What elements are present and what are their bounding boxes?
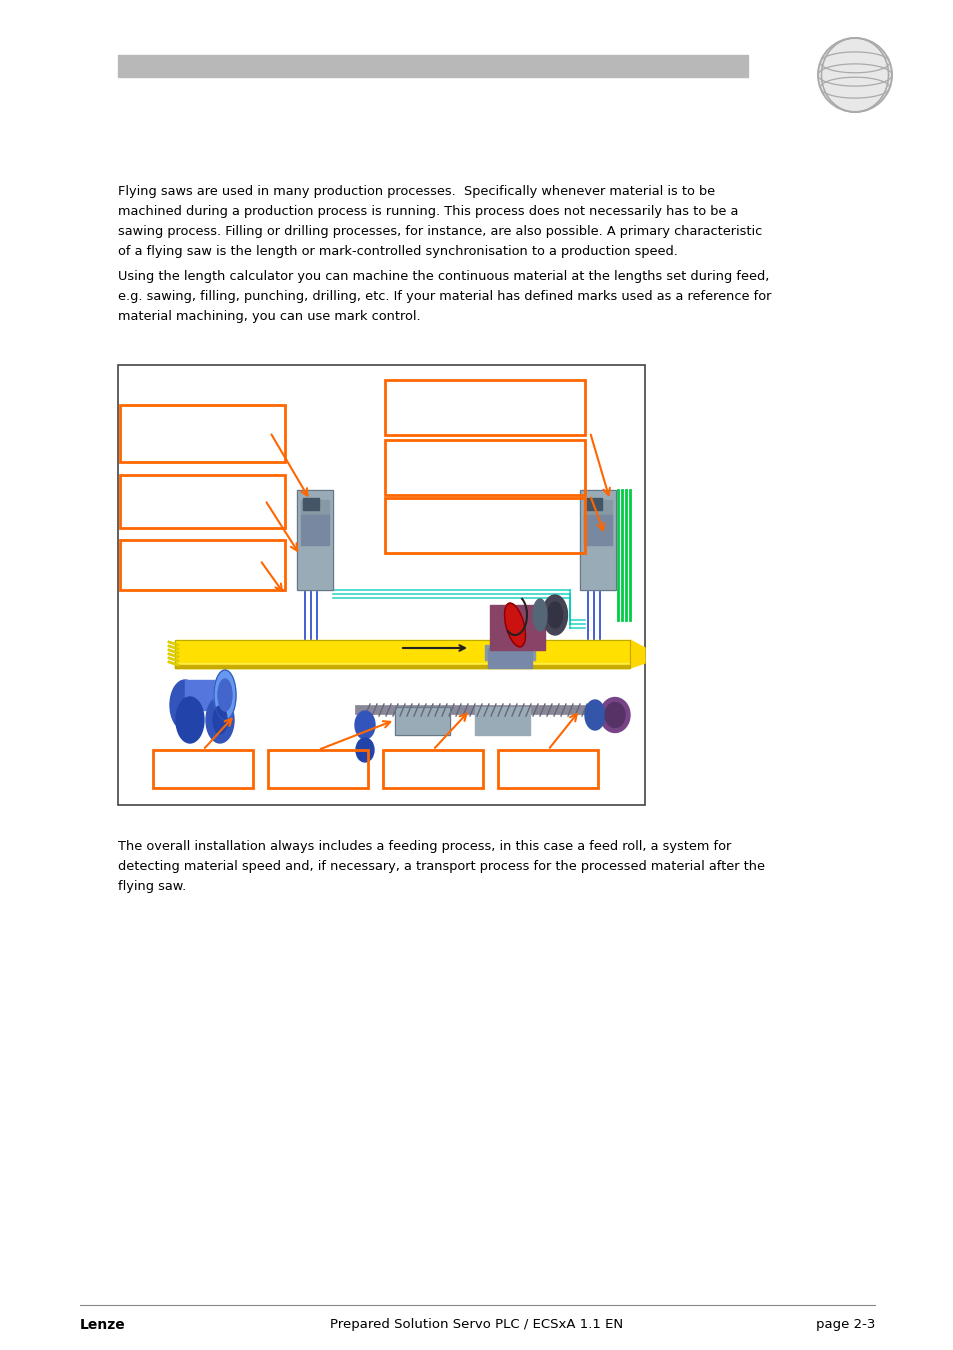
Polygon shape bbox=[490, 605, 544, 649]
Ellipse shape bbox=[504, 603, 525, 647]
Text: flying saw.: flying saw. bbox=[118, 880, 186, 892]
Bar bbox=[579, 490, 616, 590]
Ellipse shape bbox=[170, 680, 200, 730]
Bar bbox=[585, 498, 601, 510]
Bar bbox=[174, 640, 629, 668]
Bar bbox=[118, 55, 747, 77]
Ellipse shape bbox=[355, 738, 374, 761]
Bar bbox=[385, 498, 584, 554]
Ellipse shape bbox=[604, 702, 624, 728]
Polygon shape bbox=[185, 680, 225, 710]
Ellipse shape bbox=[213, 706, 227, 734]
Bar bbox=[296, 490, 333, 590]
Bar bbox=[583, 500, 612, 520]
Text: material machining, you can use mark control.: material machining, you can use mark con… bbox=[118, 310, 420, 323]
Bar bbox=[303, 498, 318, 510]
Bar bbox=[579, 490, 616, 590]
Bar bbox=[296, 490, 333, 590]
Text: page 2-3: page 2-3 bbox=[815, 1318, 874, 1331]
Bar bbox=[174, 663, 629, 668]
Circle shape bbox=[817, 38, 891, 112]
Bar bbox=[120, 540, 285, 590]
Bar bbox=[385, 440, 584, 495]
Ellipse shape bbox=[599, 698, 629, 733]
Ellipse shape bbox=[355, 711, 375, 738]
Text: Using the length calculator you can machine the continuous material at the lengt: Using the length calculator you can mach… bbox=[118, 270, 768, 284]
Text: machined during a production process is running. This process does not necessari: machined during a production process is … bbox=[118, 205, 738, 217]
Bar bbox=[497, 751, 598, 788]
Bar bbox=[268, 751, 368, 788]
Text: sawing process. Filling or drilling processes, for instance, are also possible. : sawing process. Filling or drilling proc… bbox=[118, 225, 761, 238]
Ellipse shape bbox=[175, 697, 204, 743]
Ellipse shape bbox=[206, 697, 233, 743]
Bar bbox=[120, 475, 285, 528]
Bar bbox=[583, 514, 612, 545]
Ellipse shape bbox=[547, 602, 562, 628]
Bar bbox=[301, 500, 329, 520]
Bar bbox=[118, 364, 644, 805]
Text: detecting material speed and, if necessary, a transport process for the processe: detecting material speed and, if necessa… bbox=[118, 860, 764, 873]
Text: Flying saws are used in many production processes.  Specifically whenever materi: Flying saws are used in many production … bbox=[118, 185, 715, 198]
Bar bbox=[382, 751, 482, 788]
Bar bbox=[385, 379, 584, 435]
Text: Lenze: Lenze bbox=[80, 1318, 126, 1332]
Bar bbox=[488, 648, 532, 668]
Bar bbox=[484, 645, 535, 660]
Text: Prepared Solution Servo PLC / ECSxA 1.1 EN: Prepared Solution Servo PLC / ECSxA 1.1 … bbox=[330, 1318, 623, 1331]
Bar bbox=[152, 751, 253, 788]
Ellipse shape bbox=[542, 595, 567, 634]
Text: e.g. sawing, filling, punching, drilling, etc. If your material has defined mark: e.g. sawing, filling, punching, drilling… bbox=[118, 290, 771, 302]
Bar bbox=[174, 666, 629, 668]
Bar bbox=[120, 405, 285, 462]
Text: of a flying saw is the length or mark-controlled synchronisation to a production: of a flying saw is the length or mark-co… bbox=[118, 244, 678, 258]
Bar bbox=[475, 707, 530, 734]
Bar bbox=[301, 514, 329, 545]
Bar bbox=[174, 640, 629, 668]
Polygon shape bbox=[629, 640, 644, 668]
Bar bbox=[395, 707, 450, 734]
Ellipse shape bbox=[213, 670, 235, 720]
Ellipse shape bbox=[533, 599, 546, 630]
Text: The overall installation always includes a feeding process, in this case a feed : The overall installation always includes… bbox=[118, 840, 731, 853]
Bar bbox=[395, 707, 450, 734]
Ellipse shape bbox=[584, 701, 604, 730]
Ellipse shape bbox=[218, 679, 232, 711]
